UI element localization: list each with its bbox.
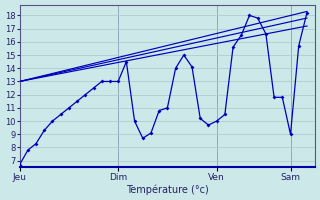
X-axis label: Température (°c): Température (°c) <box>126 185 209 195</box>
